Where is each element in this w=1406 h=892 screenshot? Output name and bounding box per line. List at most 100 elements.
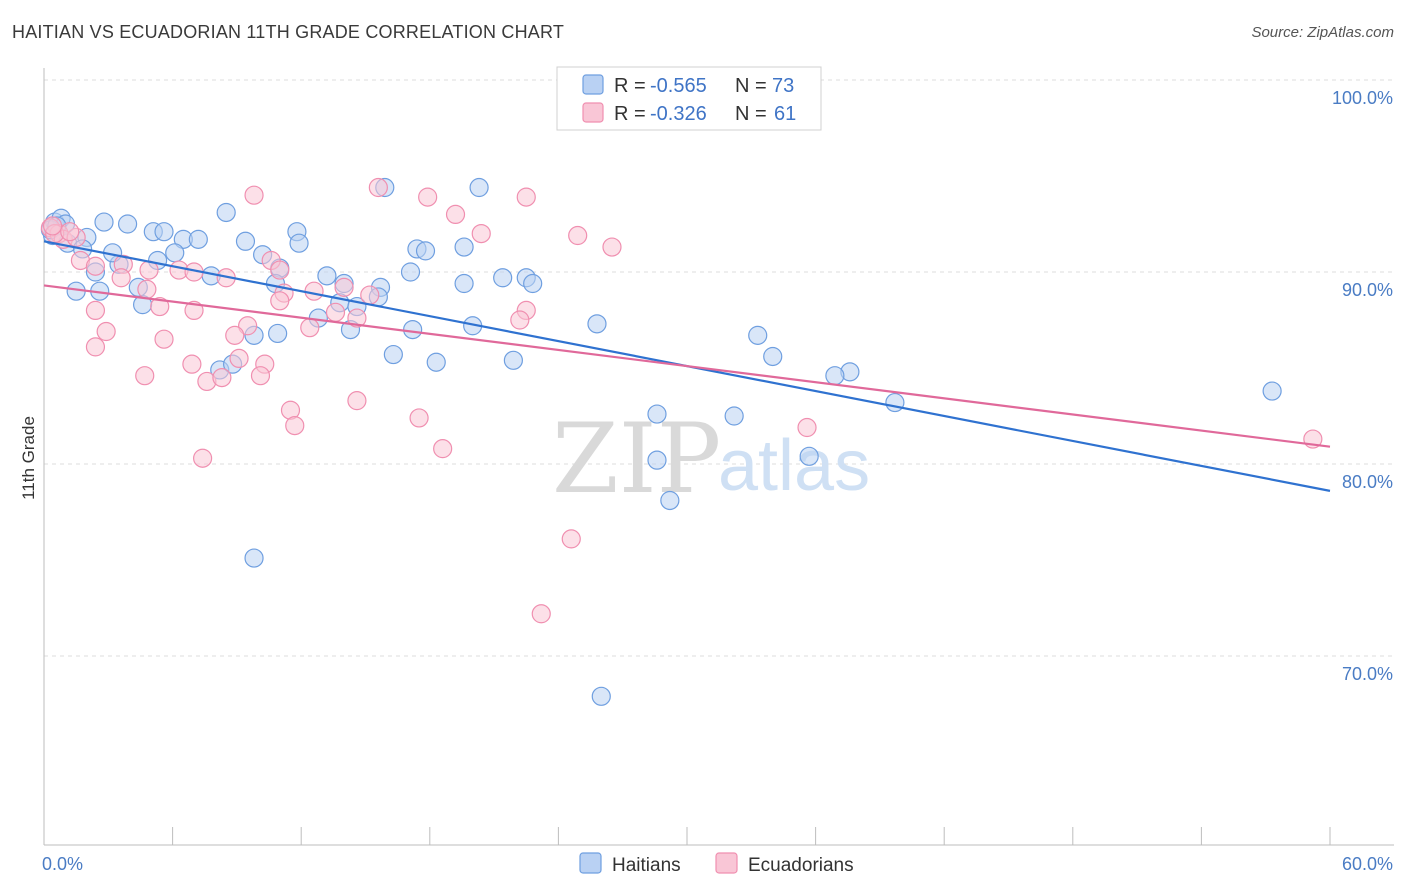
y-tick-label-2: 80.0% <box>1342 472 1393 492</box>
point-haitians-45 <box>383 344 403 365</box>
bottom-legend: Haitians Ecuadorians <box>579 852 854 876</box>
point-ecuadorians-59 <box>42 216 63 236</box>
point-haitians-57 <box>885 392 905 413</box>
legend-r-label-ecuadorians: R = <box>614 103 646 125</box>
legend-r-value-haitians: -0.565 <box>650 75 707 97</box>
point-haitians-61 <box>647 450 667 470</box>
point-haitians-65 <box>591 686 611 706</box>
point-ecuadorians-60 <box>60 222 80 242</box>
point-haitians-27 <box>454 273 474 294</box>
x-tick-labels: 0.0% 60.0% <box>42 854 1393 874</box>
point-ecuadorians-53 <box>418 187 438 207</box>
point-haitians-14 <box>289 233 309 253</box>
point-haitians-30 <box>523 273 543 294</box>
series-ecuadorians <box>40 177 1323 624</box>
point-ecuadorians-17 <box>304 281 324 301</box>
point-haitians-11 <box>216 202 236 223</box>
chart-title: HAITIAN VS ECUADORIAN 11TH GRADE CORRELA… <box>12 22 565 42</box>
point-ecuadorians-27 <box>238 316 258 336</box>
point-ecuadorians-54 <box>445 204 466 224</box>
point-haitians-58 <box>1262 381 1282 401</box>
point-ecuadorians-32 <box>229 348 249 368</box>
point-haitians-12 <box>235 231 256 251</box>
point-haitians-60 <box>724 406 744 426</box>
point-haitians-46 <box>426 352 446 372</box>
point-ecuadorians-35 <box>135 366 155 386</box>
point-ecuadorians-58 <box>602 237 622 257</box>
point-ecuadorians-14 <box>137 279 157 299</box>
point-ecuadorians-41 <box>285 416 305 436</box>
bottom-legend-label-haitians: Haitians <box>612 855 681 876</box>
source-credit: Source: ZipAtlas.com <box>1251 24 1394 41</box>
point-ecuadorians-24 <box>150 296 170 317</box>
point-ecuadorians-55 <box>516 187 536 207</box>
point-haitians-64 <box>244 548 264 568</box>
y-axis-label: 11th Grade <box>19 416 38 500</box>
point-ecuadorians-44 <box>193 448 213 468</box>
point-haitians-28 <box>493 268 513 288</box>
point-ecuadorians-29 <box>154 329 174 349</box>
point-haitians-9 <box>154 222 174 242</box>
point-haitians-52 <box>587 314 607 334</box>
point-ecuadorians-31 <box>225 325 245 345</box>
legend-n-value-haitians: 73 <box>772 75 794 97</box>
x-tick-label-1: 60.0% <box>1342 854 1393 874</box>
point-ecuadorians-20 <box>270 291 290 311</box>
point-haitians-62 <box>799 446 819 466</box>
point-ecuadorians-34 <box>182 354 202 374</box>
point-haitians-26 <box>454 237 474 257</box>
point-haitians-47 <box>503 350 523 370</box>
y-tick-labels: 100.0% 90.0% 80.0% 70.0% <box>1332 88 1393 684</box>
point-ecuadorians-46 <box>510 310 530 330</box>
bottom-legend-swatch-ecuadorians <box>715 852 738 874</box>
point-ecuadorians-39 <box>347 391 367 411</box>
legend-n-value-ecuadorians: 61 <box>774 103 796 125</box>
point-ecuadorians-30 <box>85 337 106 357</box>
point-haitians-6 <box>94 212 114 232</box>
point-haitians-43 <box>403 320 423 340</box>
watermark: ZIP atlas <box>552 403 870 515</box>
point-haitians-31 <box>400 262 421 282</box>
point-ecuadorians-51 <box>244 185 264 205</box>
watermark-atlas: atlas <box>718 426 870 506</box>
watermark-zip: ZIP <box>552 403 721 515</box>
trend-line-ecuadorians <box>43 284 1331 448</box>
point-haitians-68 <box>165 243 185 263</box>
point-ecuadorians-42 <box>409 408 429 428</box>
point-haitians-7 <box>117 214 138 234</box>
y-tick-label-1: 90.0% <box>1342 280 1393 300</box>
point-haitians-21 <box>317 266 337 286</box>
point-ecuadorians-37 <box>212 368 232 388</box>
point-ecuadorians-52 <box>368 177 388 198</box>
legend-swatch-ecuadorians <box>582 102 604 123</box>
point-ecuadorians-50 <box>531 604 551 624</box>
bottom-legend-swatch-haitians <box>579 852 602 874</box>
point-haitians-63 <box>660 490 680 511</box>
bottom-legend-label-ecuadorians: Ecuadorians <box>748 855 854 876</box>
point-ecuadorians-47 <box>797 417 817 438</box>
point-haitians-59 <box>647 404 667 424</box>
legend-n-label-haitians: N = <box>735 75 767 97</box>
legend-n-label-ecuadorians: N = <box>735 103 767 125</box>
trend-lines <box>43 240 1331 492</box>
point-haitians-54 <box>763 346 783 367</box>
point-ecuadorians-26 <box>300 318 320 338</box>
point-ecuadorians-22 <box>347 308 367 328</box>
axes <box>43 68 1394 846</box>
x-tick-label-0: 0.0% <box>42 854 83 874</box>
point-ecuadorians-12 <box>270 260 290 280</box>
point-ecuadorians-21 <box>325 302 346 322</box>
point-ecuadorians-43 <box>433 439 453 459</box>
legend-swatch-haitians <box>582 74 604 95</box>
point-ecuadorians-13 <box>111 268 131 288</box>
point-ecuadorians-56 <box>471 224 491 244</box>
legend-r-value-ecuadorians: -0.326 <box>650 103 707 125</box>
point-haitians-53 <box>748 325 768 345</box>
point-haitians-25 <box>415 241 436 261</box>
point-ecuadorians-18 <box>334 277 354 297</box>
y-tick-label-3: 70.0% <box>1342 664 1393 684</box>
point-haitians-41 <box>268 323 288 344</box>
point-ecuadorians-23 <box>85 300 106 320</box>
legend: R = -0.565 N = 73 R = -0.326 N = 61 <box>556 66 822 131</box>
